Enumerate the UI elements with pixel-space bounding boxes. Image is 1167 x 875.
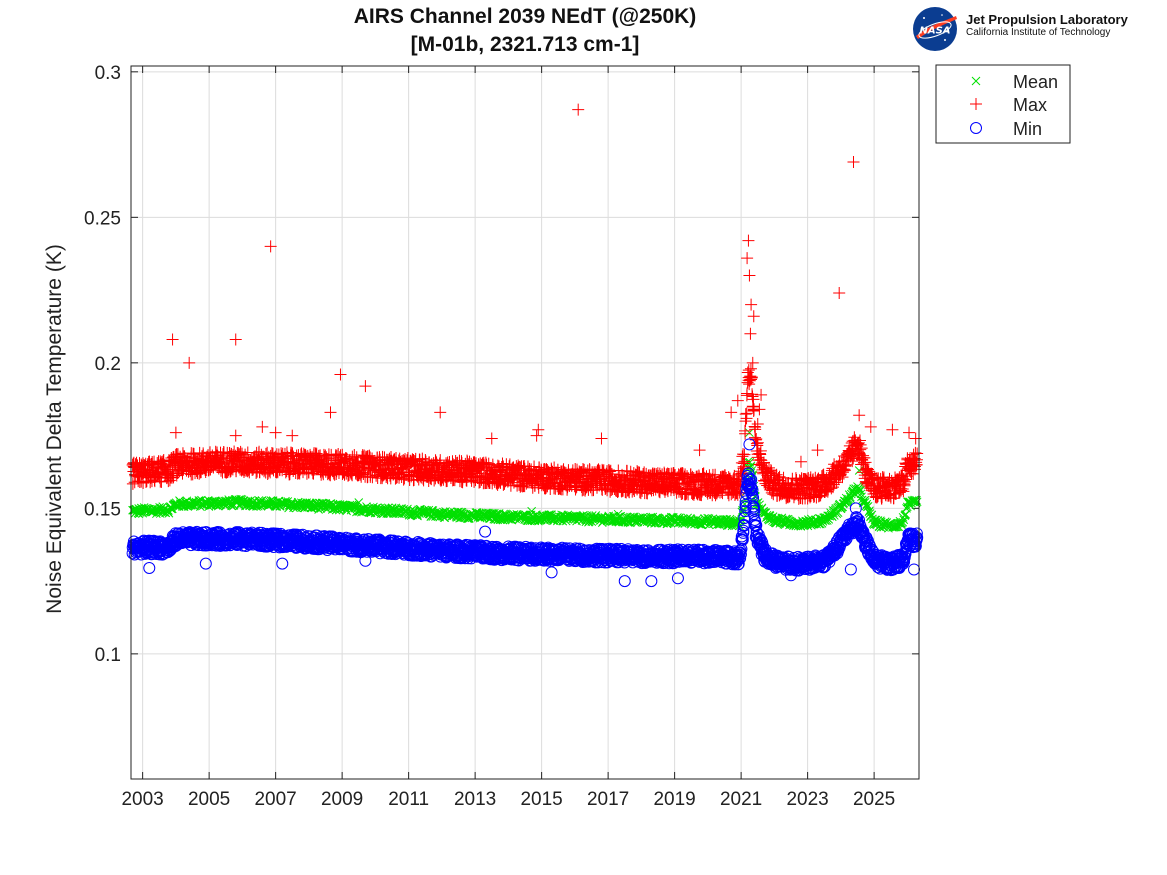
y-tick-label: 0.25 xyxy=(84,208,121,229)
data-point-mean xyxy=(362,502,371,511)
x-tick-label: 2009 xyxy=(321,789,363,810)
x-tick-label: 2011 xyxy=(388,789,429,810)
data-point-mean xyxy=(164,508,174,518)
x-tick-label: 2025 xyxy=(853,789,895,810)
y-tick-label: 0.15 xyxy=(84,499,121,520)
plot-background xyxy=(131,66,919,779)
data-point-mean xyxy=(765,511,775,521)
chart-title: AIRS Channel 2039 NEdT (@250K) xyxy=(354,5,697,28)
x-tick-label: 2021 xyxy=(720,789,762,810)
x-tick-label: 2019 xyxy=(653,789,695,810)
y-tick-label: 0.1 xyxy=(95,645,121,666)
x-tick-label: 2017 xyxy=(587,789,629,810)
y-tick-label: 0.3 xyxy=(95,63,121,84)
x-tick-label: 2013 xyxy=(454,789,496,810)
y-tick-label: 0.2 xyxy=(95,354,121,375)
plot-area: 2003 2005 2007 2009 2011 2013 2015 2017 2019 2021… xyxy=(84,63,924,810)
x-tick-label: 2023 xyxy=(786,789,828,810)
series-mean xyxy=(128,428,922,533)
y-axis-label: Noise Equivalent Delta Temperature (K) xyxy=(43,244,66,614)
x-tick-label: 2015 xyxy=(520,789,562,810)
x-tick-label: 2003 xyxy=(121,789,163,810)
x-tick-label: 2007 xyxy=(254,789,296,810)
grid-lines xyxy=(131,66,919,779)
chart-subtitle: [M-01b, 2321.713 cm-1] xyxy=(411,33,640,56)
x-tick-label: 2005 xyxy=(188,789,230,810)
